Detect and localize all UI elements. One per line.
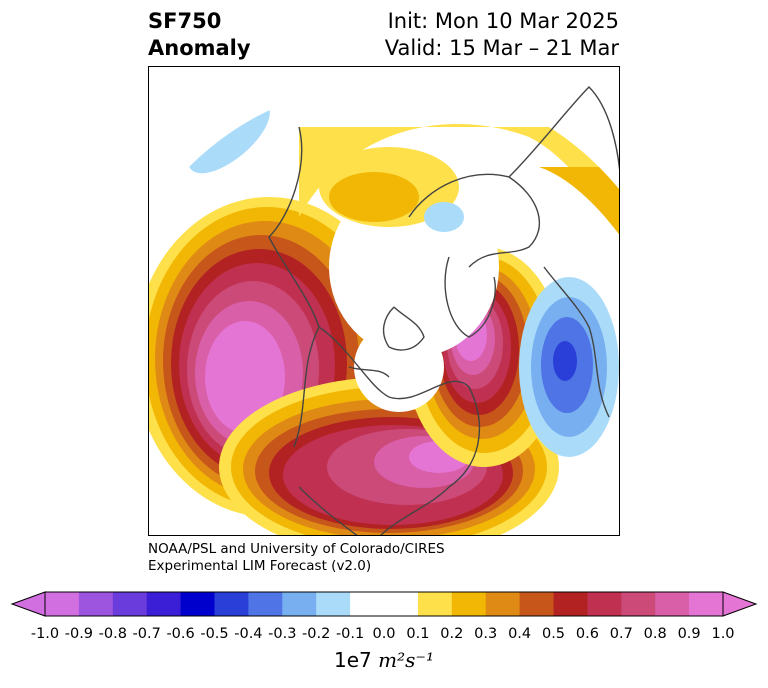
colorbar-tick-label: 0.3 — [474, 626, 498, 642]
colorbar-tick-label: 0.6 — [575, 626, 599, 642]
colorbar-cell — [282, 592, 317, 616]
colorbar-tick-label: -0.6 — [166, 626, 195, 642]
colorbar-tick-label: -0.8 — [98, 626, 127, 642]
colorbar-cell — [621, 592, 656, 616]
anomaly-map — [148, 66, 620, 536]
colorbar-cell — [350, 592, 385, 616]
colorbar-outline — [44, 591, 724, 617]
colorbar-tick-label: -0.4 — [234, 626, 263, 642]
colorbar-cell — [587, 592, 622, 616]
colorbar-cell — [316, 592, 351, 616]
colorbar-cell — [214, 592, 249, 616]
anomaly-pacific-positive — [149, 197, 404, 517]
colorbar-tick-label: 0.5 — [541, 626, 566, 642]
colorbar-cell — [112, 592, 148, 616]
colorbar-tick-label: -0.5 — [200, 626, 229, 642]
anomaly-field — [149, 100, 619, 535]
title-subtitle: Anomaly — [148, 36, 251, 60]
colorbar-cell — [78, 592, 114, 616]
colorbar-cell — [146, 592, 182, 616]
colorbar — [10, 591, 758, 617]
colorbar-cell — [180, 592, 215, 616]
valid-range: Valid: 15 Mar – 21 Mar — [384, 36, 619, 60]
colorbar-tick-label: -0.2 — [302, 626, 331, 642]
colorbar-cell — [248, 592, 283, 616]
colorbar-tick-label: 0.8 — [643, 626, 667, 642]
colorbar-cell — [45, 592, 80, 616]
colorbar-under-arrow — [10, 591, 46, 617]
map-title: SF750 Anomaly — [148, 8, 251, 62]
colorbar-cell — [417, 592, 453, 616]
colorbar-over-arrow — [722, 591, 758, 617]
colorbar-cell — [451, 592, 487, 616]
colorbar-cell — [553, 592, 588, 616]
colorbar-cells — [45, 592, 724, 616]
credit-line-2: Experimental LIM Forecast (v2.0) — [148, 558, 372, 574]
coastlines — [268, 86, 619, 535]
colorbar-tick-label: 0.2 — [440, 626, 464, 642]
colorbar-tick-label: 1.0 — [711, 626, 735, 642]
units-prefix: 1e7 — [334, 648, 379, 672]
colorbar-cell — [485, 592, 521, 616]
colorbar-tick-label: 0.0 — [372, 626, 396, 642]
colorbar-tick-label: -1.0 — [30, 626, 60, 642]
init-date: Init: Mon 10 Mar 2025 — [387, 9, 619, 33]
colorbar-cell — [519, 592, 554, 616]
colorbar-cell — [689, 592, 724, 616]
credit-text: NOAA/PSL and University of Colorado/CIRE… — [148, 541, 445, 575]
title-variable: SF750 — [148, 9, 222, 33]
map-svg — [149, 86, 619, 535]
anomaly-negative — [188, 100, 619, 457]
colorbar-tick-label: -0.3 — [268, 626, 297, 642]
colorbar-tick-label: 0.7 — [609, 626, 633, 642]
forecast-dates: Init: Mon 10 Mar 2025 Valid: 15 Mar – 21… — [385, 8, 619, 62]
colorbar-tick-label: -0.9 — [64, 626, 94, 642]
colorbar-units: 1e7 m²s⁻¹ — [0, 648, 768, 672]
colorbar-ticks: -1.0 -0.9 -0.8 -0.7 -0.6 -0.5 -0.4 -0.3 -0.2 -0.1… — [0, 626, 768, 646]
colorbar-tick-label: 0.4 — [508, 626, 532, 642]
colorbar-tick-label: 0.1 — [406, 626, 430, 642]
colorbar-tick-label: -0.7 — [132, 626, 161, 642]
colorbar-tick-label: -0.1 — [335, 626, 365, 642]
units-math: m²s⁻¹ — [378, 648, 434, 672]
colorbar-tick-label: 0.9 — [677, 626, 701, 642]
colorbar-cell — [655, 592, 690, 616]
credit-line-1: NOAA/PSL and University of Colorado/CIRE… — [148, 541, 445, 557]
colorbar-cell — [384, 592, 419, 616]
